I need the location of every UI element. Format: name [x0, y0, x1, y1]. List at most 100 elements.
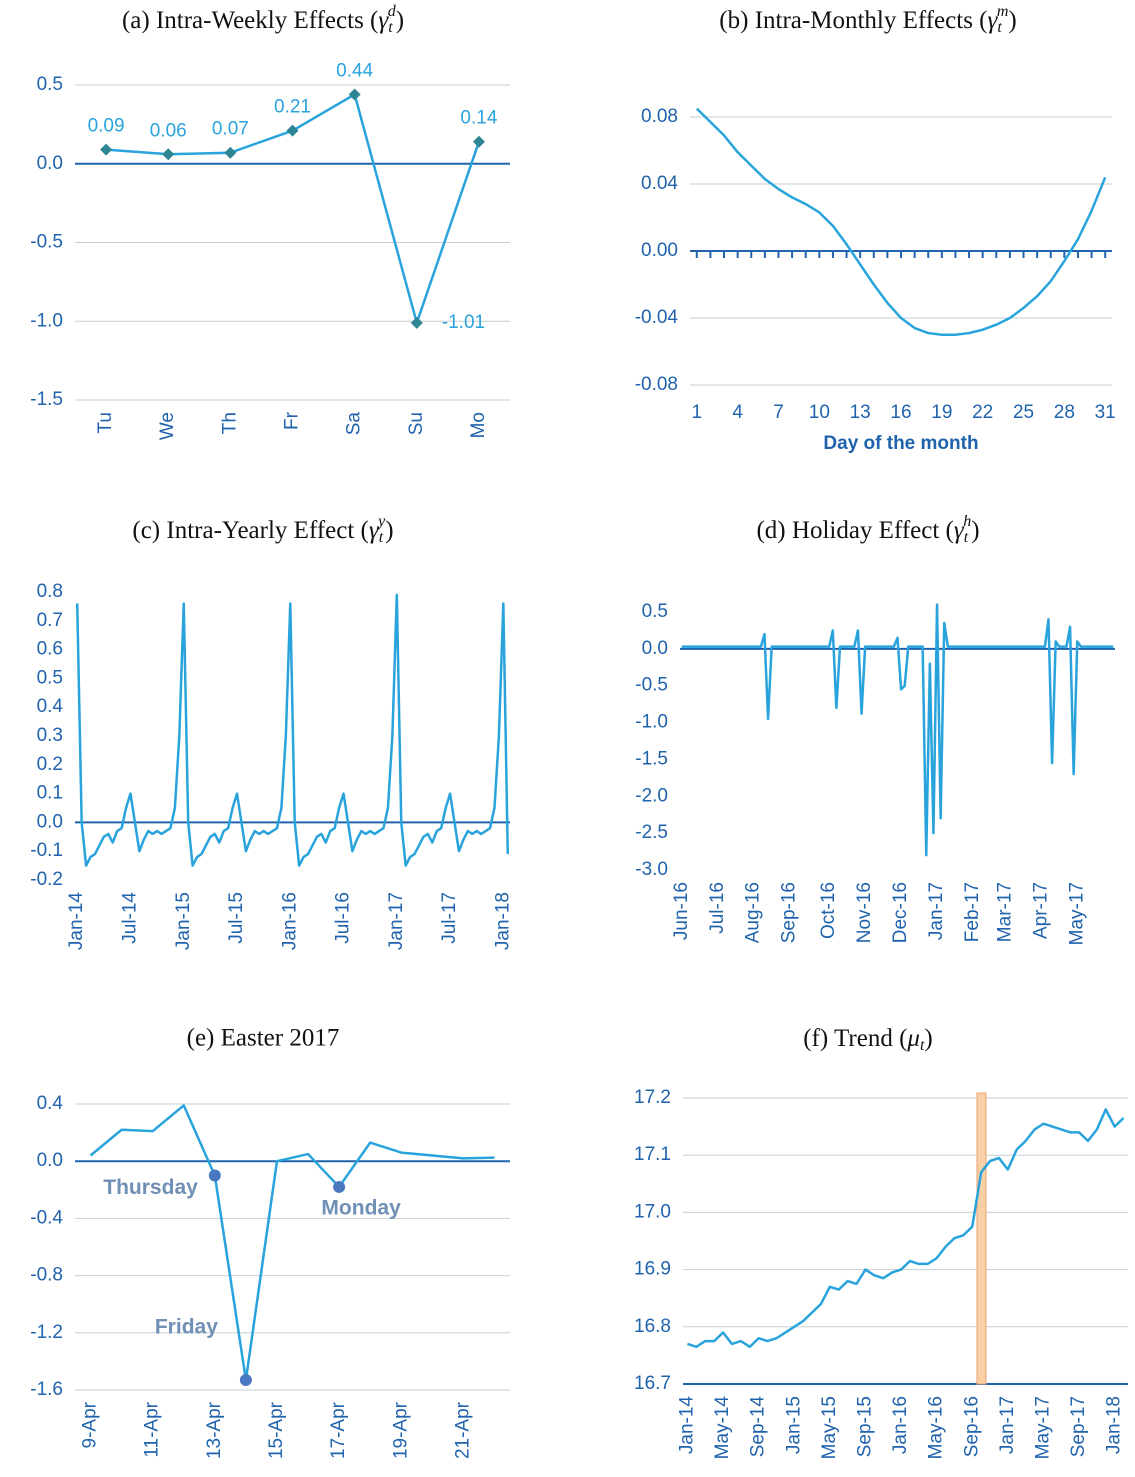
- title-superscript: y: [376, 513, 386, 530]
- title-text: (b) Intra-Monthly Effects (: [719, 7, 987, 34]
- point-marker: [239, 1373, 252, 1386]
- title-text: (c) Intra-Yearly Effect (: [132, 517, 368, 544]
- x-tick-label: Th: [219, 412, 240, 434]
- y-tick-label: 0.00: [641, 240, 678, 261]
- y-tick-label: -1.0: [635, 712, 668, 733]
- x-tick-label: Apr-17: [1030, 882, 1051, 939]
- x-tick-label: Sep-16: [961, 1396, 982, 1457]
- title-superscript: h: [963, 513, 971, 530]
- data-line: [681, 603, 1114, 857]
- x-tick-label: Sep-14: [748, 1396, 769, 1458]
- y-tick-label: 0.0: [37, 1150, 63, 1171]
- data-line: [687, 1108, 1125, 1349]
- point-marker: [333, 1180, 346, 1193]
- x-tick-label: 21-Apr: [452, 1401, 473, 1459]
- x-tick-label: Sep-15: [854, 1396, 875, 1457]
- y-tick-label: 17.2: [634, 1087, 671, 1108]
- annotation: Thursday: [103, 1176, 198, 1199]
- y-tick-label: 0.5: [642, 601, 668, 622]
- title-symbol: γ: [378, 7, 389, 34]
- x-tick-label: 31: [1095, 402, 1116, 423]
- x-tick-label: 7: [773, 402, 784, 423]
- x-tick-label: Nov-16: [854, 882, 875, 943]
- data-label: 0.21: [274, 97, 311, 118]
- x-tick-label: Jan-15: [173, 892, 194, 950]
- y-tick-label: 0.4: [37, 696, 64, 717]
- y-tick-label: -0.2: [30, 869, 63, 890]
- x-tick-label: 4: [732, 402, 743, 423]
- y-tick-label: 0.6: [37, 639, 63, 660]
- chart-title: (a) Intra-Weekly Effects (γtd): [122, 3, 404, 36]
- title-symbol: γ: [369, 517, 380, 544]
- title-subscript: t: [388, 19, 393, 36]
- x-tick-label: Su: [406, 412, 427, 435]
- data-label: 0.07: [212, 119, 249, 140]
- chart-title: (b) Intra-Monthly Effects (γtm): [719, 3, 1016, 36]
- chart-title: (f) Trend (μt): [803, 1025, 933, 1054]
- x-tick-label: Jan-18: [1104, 1396, 1125, 1454]
- x-tick-label: 13-Apr: [204, 1401, 225, 1459]
- point-marker: [208, 1169, 221, 1182]
- title-subscript: t: [964, 529, 969, 546]
- annotation: Friday: [155, 1316, 218, 1339]
- y-tick-label: 17.0: [634, 1201, 671, 1222]
- y-tick-label: -2.0: [635, 785, 668, 806]
- y-tick-label: -1.0: [30, 310, 63, 331]
- x-tick-label: Mar-17: [994, 882, 1015, 942]
- y-tick-label: -0.1: [30, 840, 63, 861]
- y-tick-label: 0.2: [37, 754, 63, 775]
- y-tick-label: 17.1: [634, 1144, 671, 1165]
- data-line: [89, 1104, 495, 1382]
- y-tick-label: -0.08: [635, 374, 678, 395]
- y-tick-label: 0.7: [37, 610, 63, 631]
- y-tick-label: -0.5: [30, 232, 63, 253]
- y-tick-label: -0.8: [30, 1265, 63, 1286]
- y-tick-label: 0.0: [642, 638, 668, 659]
- x-tick-label: Jul-16: [333, 892, 354, 944]
- x-tick-label: May-17: [1032, 1396, 1053, 1459]
- x-tick-label: 22: [972, 402, 993, 423]
- y-tick-label: 0.04: [641, 173, 678, 194]
- x-tick-label: Jan-15: [783, 1396, 804, 1454]
- x-tick-label: Jul-15: [226, 892, 247, 944]
- data-line: [75, 593, 510, 867]
- title-text: (d) Holiday Effect (: [756, 517, 953, 544]
- data-label: 0.09: [88, 116, 125, 137]
- x-tick-label: Mo: [468, 412, 489, 438]
- x-tick-label: Jul-14: [120, 892, 141, 944]
- x-tick-label: May-14: [712, 1396, 733, 1460]
- y-tick-label: -1.5: [635, 748, 668, 769]
- marker: [100, 143, 113, 156]
- title-symbol: γ: [988, 7, 999, 34]
- title-text: ): [1008, 7, 1016, 34]
- title-superscript: m: [997, 3, 1009, 20]
- x-tick-label: Jul-17: [439, 892, 460, 944]
- data-label: 0.06: [150, 120, 187, 141]
- x-tick-label: Jul-16: [707, 882, 728, 934]
- title-superscript: d: [388, 3, 397, 20]
- y-tick-label: 0.1: [37, 783, 63, 804]
- x-tick-label: Jan-17: [386, 892, 407, 950]
- y-tick-label: 0.8: [37, 581, 63, 602]
- x-tick-label: 11-Apr: [142, 1401, 163, 1457]
- x-tick-label: Jan-17: [997, 1396, 1018, 1454]
- y-tick-label: 0.4: [37, 1093, 64, 1114]
- x-tick-label: 9-Apr: [80, 1401, 101, 1448]
- x-tick-label: 15-Apr: [266, 1401, 287, 1459]
- marker: [162, 148, 175, 161]
- y-tick-label: 16.8: [634, 1316, 671, 1337]
- x-tick-label: Jan-14: [66, 892, 87, 951]
- title-text: ): [971, 517, 979, 544]
- x-tick-label: 13: [850, 402, 871, 423]
- data-line: [695, 107, 1107, 336]
- y-tick-label: 0.08: [641, 106, 678, 127]
- title-symbol: μ: [906, 1025, 920, 1052]
- y-tick-label: -1.6: [30, 1379, 63, 1400]
- data-label: 0.44: [336, 60, 373, 81]
- x-tick-label: Jan-17: [926, 882, 947, 940]
- y-tick-label: 0.5: [37, 74, 63, 95]
- x-tick-label: Jan-18: [492, 892, 513, 950]
- chart-title: (d) Holiday Effect (γth): [756, 513, 979, 546]
- chart-title: (c) Intra-Yearly Effect (γty): [132, 513, 393, 546]
